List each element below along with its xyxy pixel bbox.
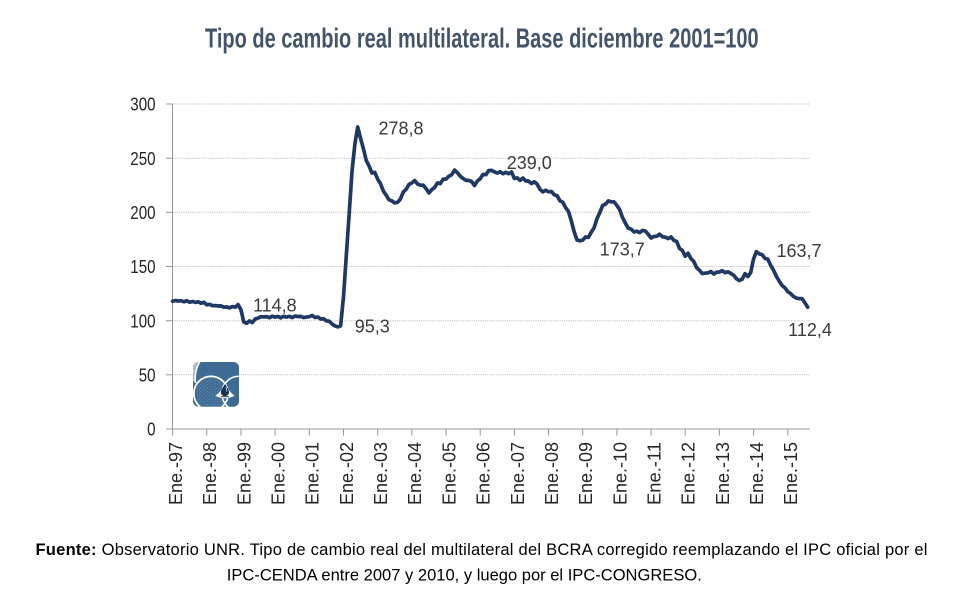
svg-text:Fuente: Observatorio UNR. Tipo: Fuente: Observatorio UNR. Tipo de cambio…	[35, 540, 927, 559]
svg-text:Ene.-10: Ene.-10	[610, 442, 630, 505]
svg-text:IPC-CENDA entre 2007 y 2010, y: IPC-CENDA entre 2007 y 2010, y luego por…	[227, 566, 702, 585]
svg-text:Ene.-05: Ene.-05	[439, 442, 459, 505]
svg-text:200: 200	[130, 203, 155, 223]
svg-text:112,4: 112,4	[788, 320, 832, 340]
svg-text:100: 100	[130, 311, 155, 331]
svg-text:Tipo de cambio real multilater: Tipo de cambio real multilateral. Base d…	[205, 22, 759, 53]
svg-text:278,8: 278,8	[378, 119, 423, 139]
svg-text:0: 0	[147, 420, 155, 440]
svg-text:Ene.-01: Ene.-01	[303, 442, 323, 505]
svg-text:150: 150	[130, 257, 155, 277]
svg-text:Ene.-07: Ene.-07	[508, 442, 528, 505]
svg-text:Ene.-15: Ene.-15	[781, 442, 801, 505]
svg-text:Ene.-00: Ene.-00	[269, 442, 289, 505]
svg-text:Ene.-97: Ene.-97	[166, 442, 186, 505]
svg-text:Ene.-06: Ene.-06	[474, 442, 494, 505]
svg-text:Ene.-98: Ene.-98	[200, 442, 220, 505]
svg-text:50: 50	[139, 365, 156, 385]
svg-text:Ene.-02: Ene.-02	[337, 442, 357, 505]
svg-text:Ene.-04: Ene.-04	[405, 442, 425, 505]
svg-text:Ene.-09: Ene.-09	[576, 442, 596, 505]
svg-text:300: 300	[130, 95, 155, 115]
svg-text:250: 250	[130, 149, 155, 169]
svg-text:114,8: 114,8	[253, 296, 297, 316]
svg-text:163,7: 163,7	[776, 241, 821, 261]
svg-text:173,7: 173,7	[600, 240, 645, 260]
svg-text:95,3: 95,3	[355, 316, 390, 336]
svg-text:Ene.-14: Ene.-14	[747, 442, 767, 505]
svg-text:Ene.-11: Ene.-11	[645, 442, 665, 505]
svg-text:Ene.-99: Ene.-99	[234, 442, 254, 505]
svg-text:Ene.-03: Ene.-03	[371, 442, 391, 505]
svg-text:Ene.-12: Ene.-12	[679, 442, 699, 505]
svg-text:Ene.-13: Ene.-13	[713, 442, 733, 505]
svg-text:Ene.-08: Ene.-08	[542, 442, 562, 505]
svg-text:239,0: 239,0	[507, 153, 552, 173]
